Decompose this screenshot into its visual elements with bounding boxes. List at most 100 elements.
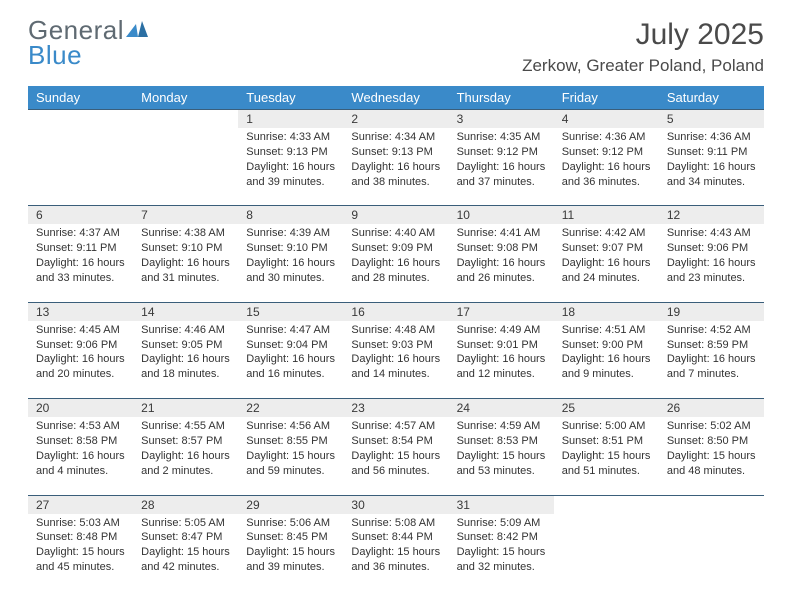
daylight-line: Daylight: 16 hours and 28 minutes. [351, 256, 440, 286]
day-detail-cell: Sunrise: 4:48 AMSunset: 9:03 PMDaylight:… [343, 321, 448, 399]
header: GeneralBlue July 2025 Zerkow, Greater Po… [28, 18, 764, 76]
sunset-line: Sunset: 9:08 PM [457, 241, 546, 256]
day-number: 6 [36, 208, 43, 222]
daylight-line: Daylight: 16 hours and 37 minutes. [457, 160, 546, 190]
daylight-line: Daylight: 15 hours and 42 minutes. [141, 545, 230, 575]
daynum-row: 20212223242526 [28, 399, 764, 418]
col-header: Sunday [28, 86, 133, 110]
sunrise-line: Sunrise: 4:39 AM [246, 226, 335, 241]
empty-cell [28, 128, 133, 206]
sunrise-line: Sunrise: 4:51 AM [562, 323, 651, 338]
daynum-row: 2728293031 [28, 495, 764, 514]
daylight-line: Daylight: 15 hours and 36 minutes. [351, 545, 440, 575]
logo-text-2: Blue [28, 40, 82, 70]
day-number-cell: 24 [449, 399, 554, 418]
day-number: 11 [562, 208, 574, 222]
empty-cell [133, 110, 238, 129]
day-number: 29 [246, 498, 259, 512]
daylight-line: Daylight: 16 hours and 34 minutes. [667, 160, 756, 190]
day-detail-cell: Sunrise: 4:56 AMSunset: 8:55 PMDaylight:… [238, 417, 343, 495]
empty-cell [554, 495, 659, 514]
sunset-line: Sunset: 8:50 PM [667, 434, 756, 449]
sunset-line: Sunset: 9:03 PM [351, 338, 440, 353]
day-number-cell: 30 [343, 495, 448, 514]
day-number-cell: 25 [554, 399, 659, 418]
day-number: 5 [667, 112, 674, 126]
detail-row: Sunrise: 4:37 AMSunset: 9:11 PMDaylight:… [28, 224, 764, 302]
day-detail-cell: Sunrise: 4:39 AMSunset: 9:10 PMDaylight:… [238, 224, 343, 302]
sunrise-line: Sunrise: 5:08 AM [351, 516, 440, 531]
sunrise-line: Sunrise: 4:34 AM [351, 130, 440, 145]
day-number-cell: 14 [133, 302, 238, 321]
day-number-cell: 21 [133, 399, 238, 418]
empty-cell [659, 514, 764, 591]
day-detail-cell: Sunrise: 5:06 AMSunset: 8:45 PMDaylight:… [238, 514, 343, 591]
day-detail-cell: Sunrise: 5:03 AMSunset: 8:48 PMDaylight:… [28, 514, 133, 591]
sunrise-line: Sunrise: 4:43 AM [667, 226, 756, 241]
day-number-cell: 12 [659, 206, 764, 225]
daylight-line: Daylight: 15 hours and 48 minutes. [667, 449, 756, 479]
day-number: 7 [141, 208, 148, 222]
sunrise-line: Sunrise: 4:42 AM [562, 226, 651, 241]
day-detail-cell: Sunrise: 5:05 AMSunset: 8:47 PMDaylight:… [133, 514, 238, 591]
sunrise-line: Sunrise: 5:03 AM [36, 516, 125, 531]
day-number-cell: 11 [554, 206, 659, 225]
col-header: Monday [133, 86, 238, 110]
day-detail-cell: Sunrise: 4:41 AMSunset: 9:08 PMDaylight:… [449, 224, 554, 302]
daynum-row: 6789101112 [28, 206, 764, 225]
day-number: 12 [667, 208, 680, 222]
detail-row: Sunrise: 5:03 AMSunset: 8:48 PM Daylight:… [28, 514, 764, 591]
day-number: 19 [667, 305, 680, 319]
day-number: 14 [141, 305, 154, 319]
sunrise-line: Sunrise: 4:35 AM [457, 130, 546, 145]
sunset-line: Sunset: 9:13 PM [351, 145, 440, 160]
day-detail-cell: Sunrise: 4:59 AMSunset: 8:53 PMDaylight:… [449, 417, 554, 495]
sunset-line: Sunset: 8:48 PM [36, 530, 125, 545]
day-number: 9 [351, 208, 358, 222]
day-number: 16 [351, 305, 364, 319]
daylight-line: Daylight: 16 hours and 36 minutes. [562, 160, 651, 190]
sunrise-line: Sunrise: 4:40 AM [351, 226, 440, 241]
day-number-cell: 18 [554, 302, 659, 321]
day-detail-cell: Sunrise: 4:42 AMSunset: 9:07 PMDaylight:… [554, 224, 659, 302]
day-detail-cell: Sunrise: 4:35 AMSunset: 9:12 PMDaylight:… [449, 128, 554, 206]
sunrise-line: Sunrise: 4:38 AM [141, 226, 230, 241]
calendar-table: SundayMondayTuesdayWednesdayThursdayFrid… [28, 86, 764, 591]
day-number-cell: 26 [659, 399, 764, 418]
day-number-cell: 4 [554, 110, 659, 129]
day-detail-cell: Sunrise: 4:49 AMSunset: 9:01 PMDaylight:… [449, 321, 554, 399]
day-detail-cell: Sunrise: 4:36 AMSunset: 9:11 PMDaylight:… [659, 128, 764, 206]
day-detail-cell: Sunrise: 4:52 AMSunset: 8:59 PMDaylight:… [659, 321, 764, 399]
sunset-line: Sunset: 8:57 PM [141, 434, 230, 449]
day-number-cell: 8 [238, 206, 343, 225]
day-number: 25 [562, 401, 575, 415]
daylight-line: Daylight: 16 hours and 31 minutes. [141, 256, 230, 286]
daylight-line: Daylight: 15 hours and 56 minutes. [351, 449, 440, 479]
day-number: 18 [562, 305, 575, 319]
day-detail-cell: Sunrise: 5:08 AMSunset: 8:44 PMDaylight:… [343, 514, 448, 591]
location: Zerkow, Greater Poland, Poland [522, 56, 764, 76]
sunset-line: Sunset: 9:12 PM [457, 145, 546, 160]
day-number: 22 [246, 401, 259, 415]
day-number-cell: 29 [238, 495, 343, 514]
day-detail-cell: Sunrise: 4:34 AMSunset: 9:13 PMDaylight:… [343, 128, 448, 206]
sunset-line: Sunset: 8:47 PM [141, 530, 230, 545]
detail-row: Sunrise: 4:33 AMSunset: 9:13 PMDaylight:… [28, 128, 764, 206]
day-number-cell: 2 [343, 110, 448, 129]
day-detail-cell: Sunrise: 4:51 AMSunset: 9:00 PMDaylight:… [554, 321, 659, 399]
day-number-cell: 6 [28, 206, 133, 225]
daylight-line: Daylight: 15 hours and 39 minutes. [246, 545, 335, 575]
day-number-cell: 5 [659, 110, 764, 129]
daylight-line: Daylight: 16 hours and 39 minutes. [246, 160, 335, 190]
daylight-line: Daylight: 16 hours and 4 minutes. [36, 449, 125, 479]
empty-cell [554, 514, 659, 591]
sunset-line: Sunset: 9:01 PM [457, 338, 546, 353]
sunset-line: Sunset: 8:44 PM [351, 530, 440, 545]
day-number-cell: 3 [449, 110, 554, 129]
sunset-line: Sunset: 9:10 PM [246, 241, 335, 256]
sunset-line: Sunset: 9:06 PM [36, 338, 125, 353]
sunrise-line: Sunrise: 4:41 AM [457, 226, 546, 241]
day-detail-cell: Sunrise: 4:36 AMSunset: 9:12 PMDaylight:… [554, 128, 659, 206]
day-number: 26 [667, 401, 680, 415]
page-title: July 2025 [522, 18, 764, 52]
